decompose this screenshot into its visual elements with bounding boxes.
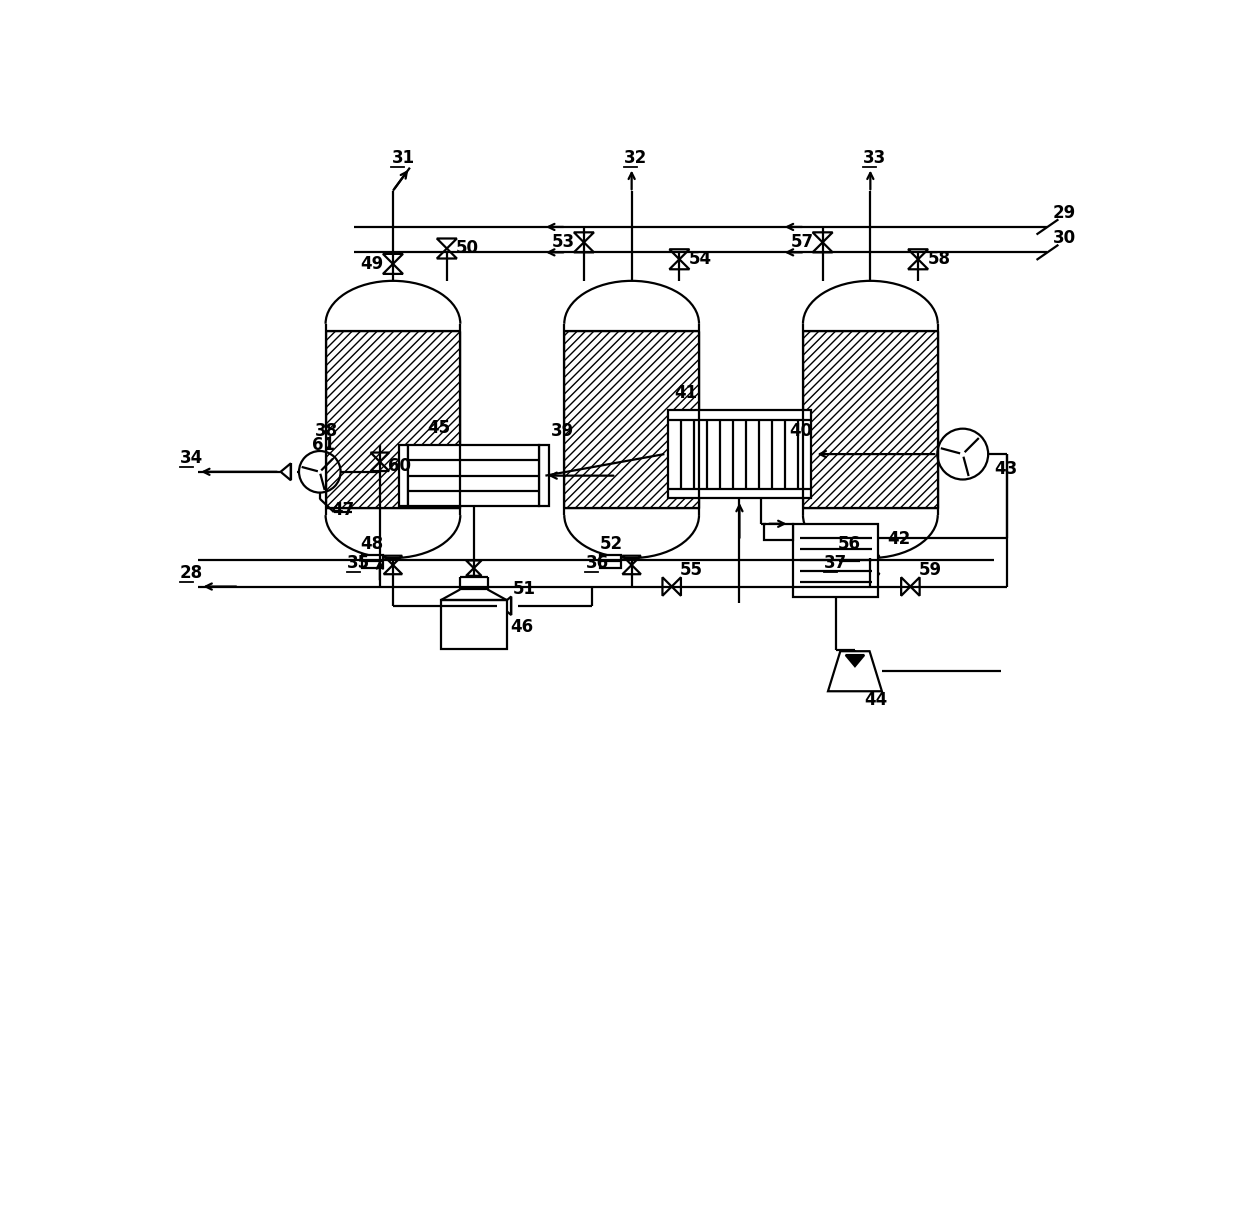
Bar xyxy=(408,444,539,506)
Text: 34: 34 xyxy=(180,449,203,467)
Text: 43: 43 xyxy=(994,460,1018,478)
Bar xyxy=(764,524,794,540)
Text: 29: 29 xyxy=(1053,205,1076,222)
Text: 36: 36 xyxy=(585,553,609,572)
Text: 46: 46 xyxy=(511,619,533,636)
Text: 50: 50 xyxy=(456,240,479,258)
Text: 30: 30 xyxy=(1053,230,1076,247)
Text: 45: 45 xyxy=(428,419,450,437)
Text: 54: 54 xyxy=(688,251,712,269)
Text: 35: 35 xyxy=(347,553,370,572)
Text: 55: 55 xyxy=(681,561,703,579)
Text: 44: 44 xyxy=(864,691,888,710)
Text: 51: 51 xyxy=(512,580,536,598)
Text: 57: 57 xyxy=(790,234,813,252)
Text: 31: 31 xyxy=(392,149,414,167)
Text: 28: 28 xyxy=(180,563,203,581)
Bar xyxy=(326,331,460,509)
Bar xyxy=(539,444,549,506)
Text: 47: 47 xyxy=(331,501,355,520)
Text: 58: 58 xyxy=(928,251,950,269)
Text: 33: 33 xyxy=(863,149,885,167)
Text: 37: 37 xyxy=(825,553,847,572)
Bar xyxy=(668,409,811,499)
Text: 40: 40 xyxy=(790,421,812,440)
Text: 49: 49 xyxy=(361,254,384,272)
Polygon shape xyxy=(828,652,882,691)
Polygon shape xyxy=(846,655,864,666)
Bar xyxy=(564,331,699,509)
Text: 52: 52 xyxy=(599,535,622,553)
Text: 41: 41 xyxy=(675,384,697,402)
Text: 48: 48 xyxy=(361,535,383,553)
Text: 38: 38 xyxy=(315,421,337,440)
Text: 42: 42 xyxy=(888,529,910,547)
Text: 61: 61 xyxy=(312,436,335,454)
Text: 56: 56 xyxy=(838,535,861,553)
Bar xyxy=(441,599,506,649)
Bar xyxy=(794,524,878,597)
Text: 39: 39 xyxy=(551,421,574,440)
Bar xyxy=(804,331,937,509)
Text: 32: 32 xyxy=(624,149,647,167)
Bar xyxy=(362,555,383,568)
Text: 60: 60 xyxy=(388,457,410,475)
Bar xyxy=(398,444,408,506)
Text: 53: 53 xyxy=(552,234,574,252)
Bar xyxy=(839,555,861,568)
Bar xyxy=(600,555,621,568)
Text: 59: 59 xyxy=(919,561,942,579)
